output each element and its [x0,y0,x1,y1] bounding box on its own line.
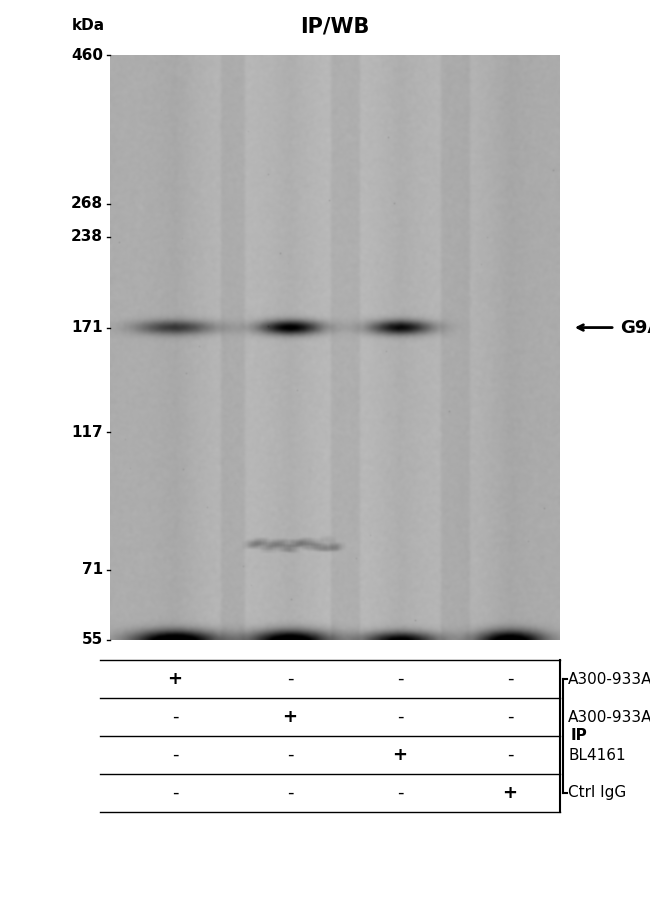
Text: -: - [172,784,178,802]
Text: 71: 71 [82,562,103,577]
Text: -: - [507,746,514,764]
Text: -: - [396,670,403,688]
Text: A300-933A-1: A300-933A-1 [568,671,650,686]
Text: 460: 460 [71,48,103,62]
Text: +: + [393,746,408,764]
Text: -: - [172,746,178,764]
Text: +: + [168,670,183,688]
Text: BL4161: BL4161 [568,747,625,762]
Text: +: + [502,784,517,802]
Text: -: - [172,708,178,726]
Text: +: + [283,708,298,726]
Text: -: - [287,670,293,688]
Text: Ctrl IgG: Ctrl IgG [568,786,626,801]
Text: 171: 171 [72,320,103,335]
Text: -: - [507,670,514,688]
Text: G9A/EHMT2: G9A/EHMT2 [620,319,650,336]
Text: 55: 55 [82,633,103,648]
Text: -: - [287,784,293,802]
Text: IP/WB: IP/WB [300,17,370,37]
Text: 238: 238 [71,229,103,244]
Text: kDa: kDa [72,18,105,33]
Text: -: - [507,708,514,726]
Text: 268: 268 [71,196,103,212]
Text: -: - [396,784,403,802]
Text: -: - [396,708,403,726]
Text: -: - [287,746,293,764]
Text: 117: 117 [72,425,103,440]
Text: A300-933A-2: A300-933A-2 [568,710,650,725]
Text: IP: IP [571,728,588,744]
